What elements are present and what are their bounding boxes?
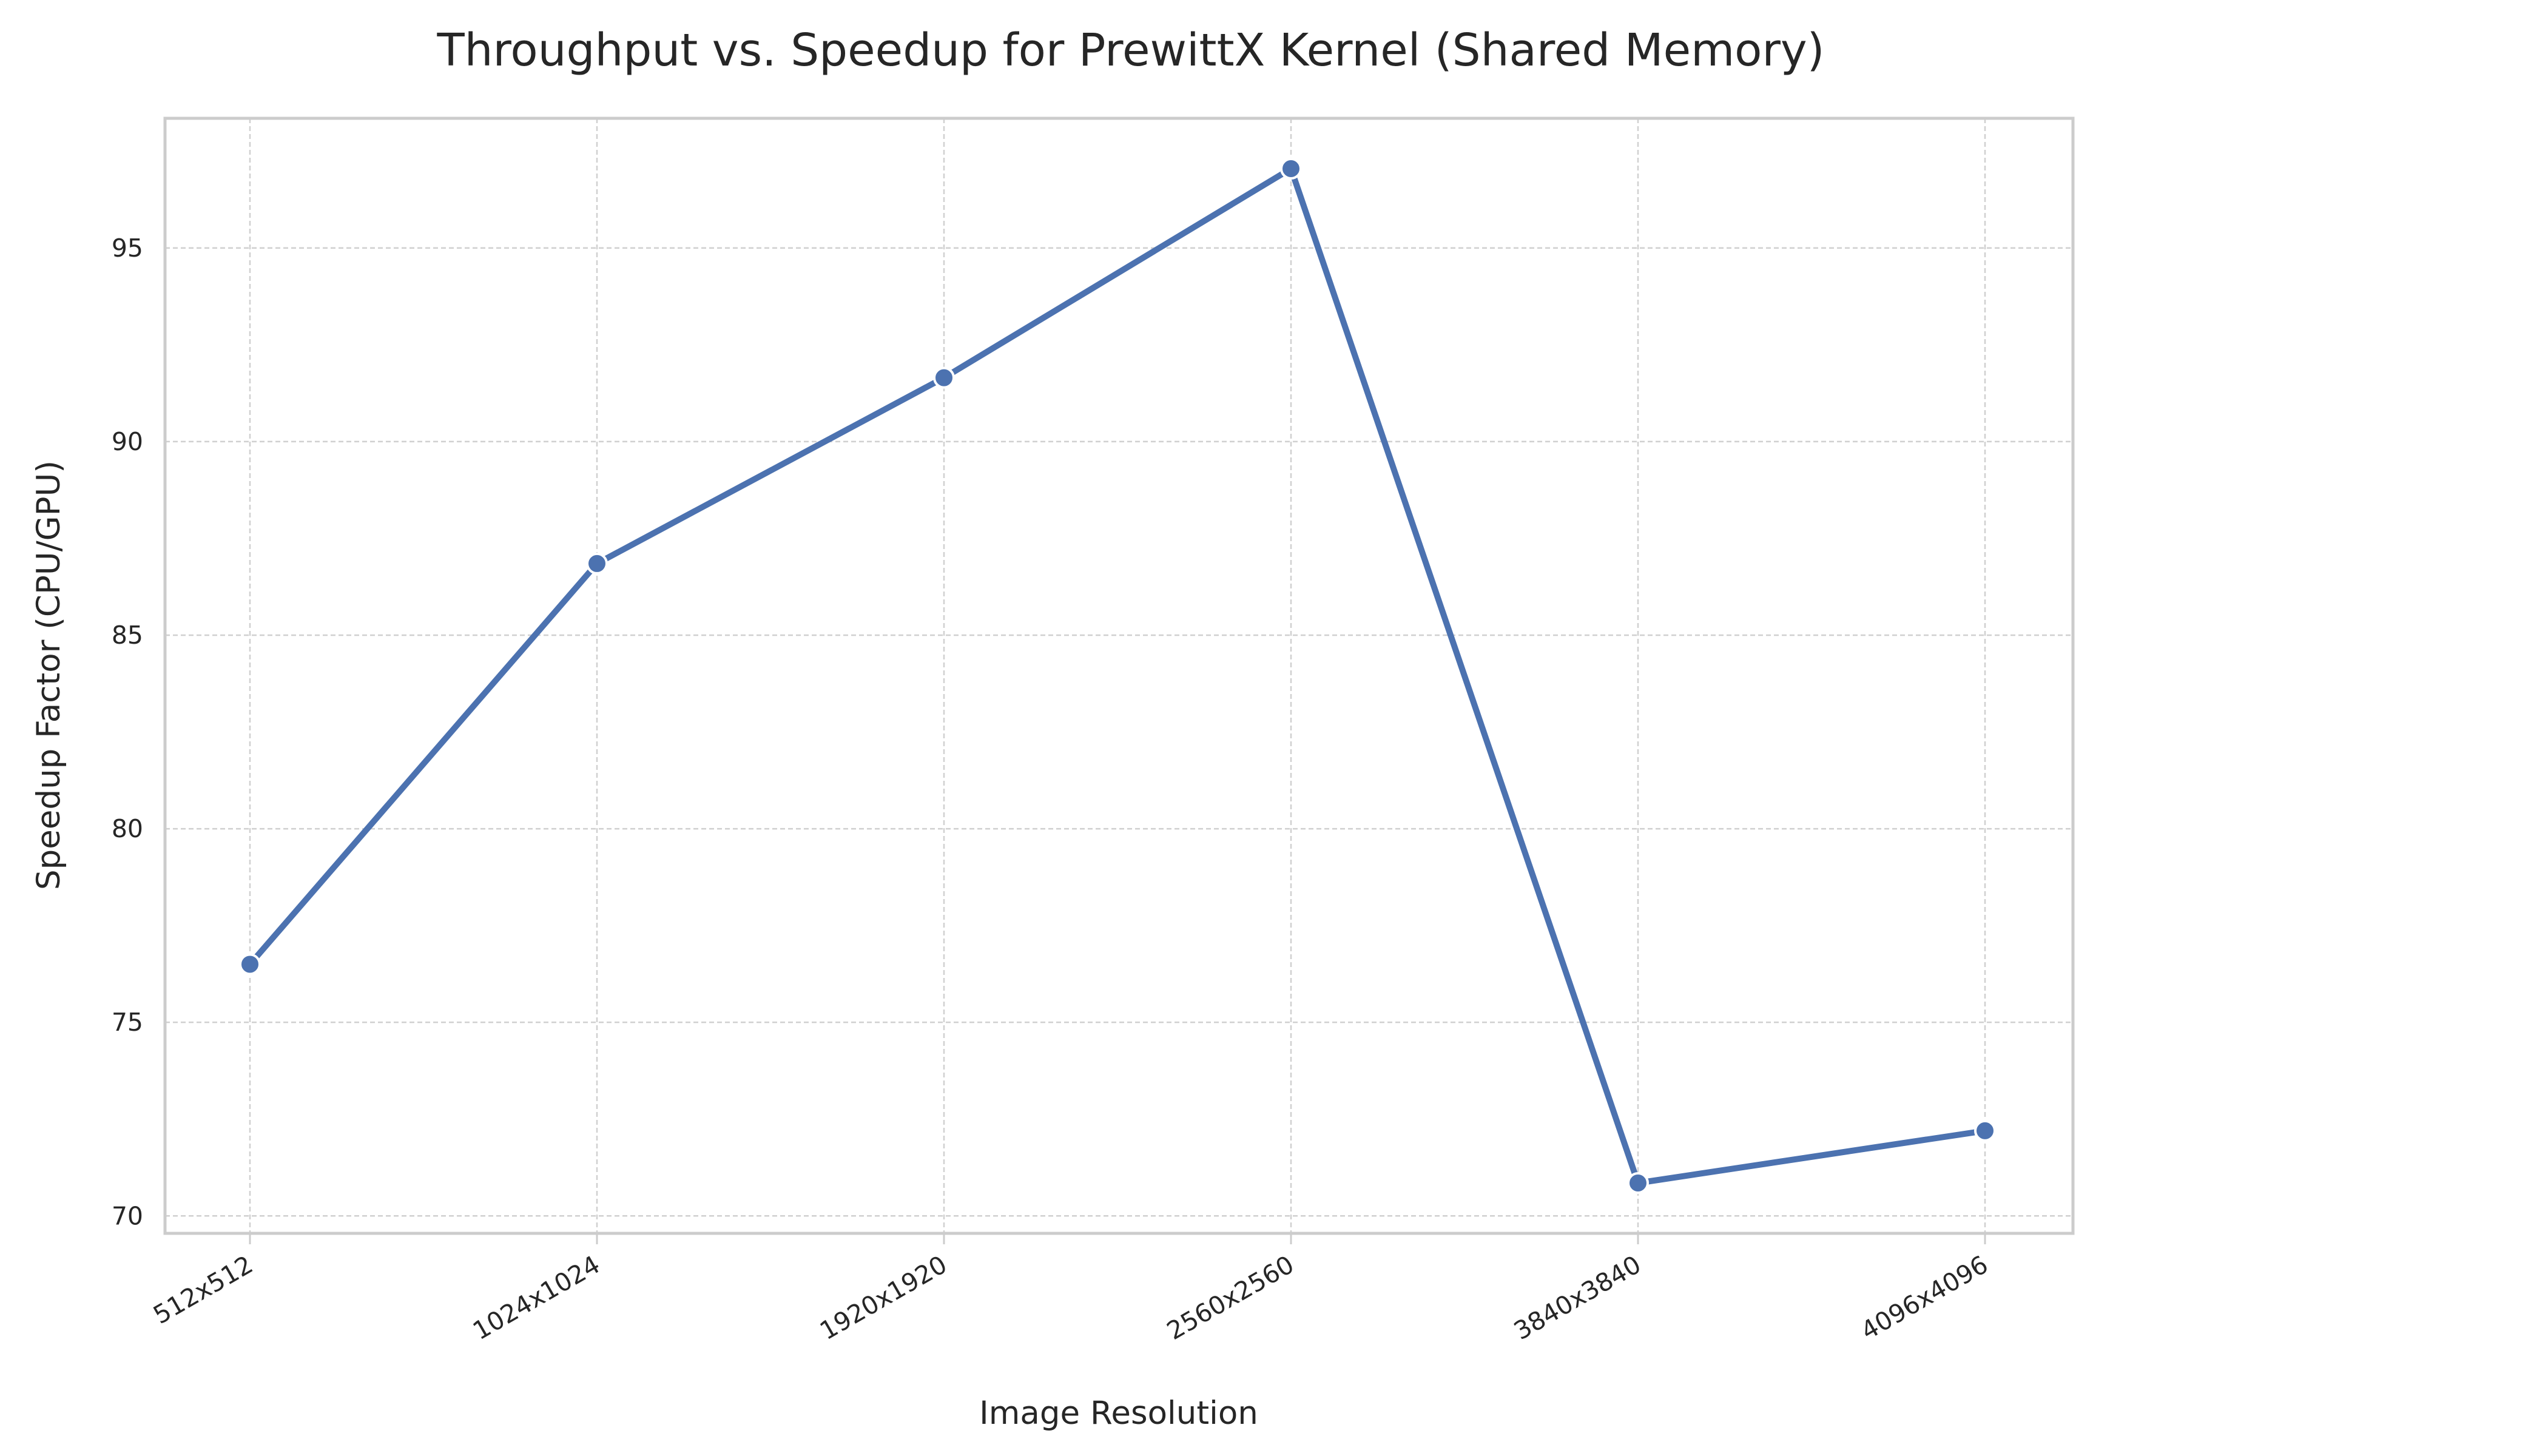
y-axis-label: Speedup Factor (CPU/GPU) [30,460,67,890]
chart-title: Throughput vs. Speedup for PrewittX Kern… [436,24,1824,76]
y-tick-label: 95 [112,234,143,263]
tick-marks [249,1233,1986,1244]
data-point [933,366,955,389]
y-axis-ticks: 70 75 80 85 90 95 [112,234,143,1230]
data-point [1627,1172,1649,1195]
series-layer [247,166,1988,1186]
gridlines [165,118,2073,1233]
plot-area-frame [163,116,2075,1235]
data-points [239,157,1996,1195]
data-point [1280,157,1302,180]
y-tick-label: 85 [112,621,143,650]
y-tick-label: 75 [112,1008,143,1037]
x-axis-label: Image Resolution [979,1395,1258,1432]
data-point [586,552,608,575]
y-tick-label: 80 [112,814,143,843]
data-point [1974,1119,1996,1142]
y-tick-label: 90 [112,427,143,456]
y-tick-label: 70 [112,1201,143,1230]
data-point [239,953,261,976]
series-line [247,166,1988,1186]
